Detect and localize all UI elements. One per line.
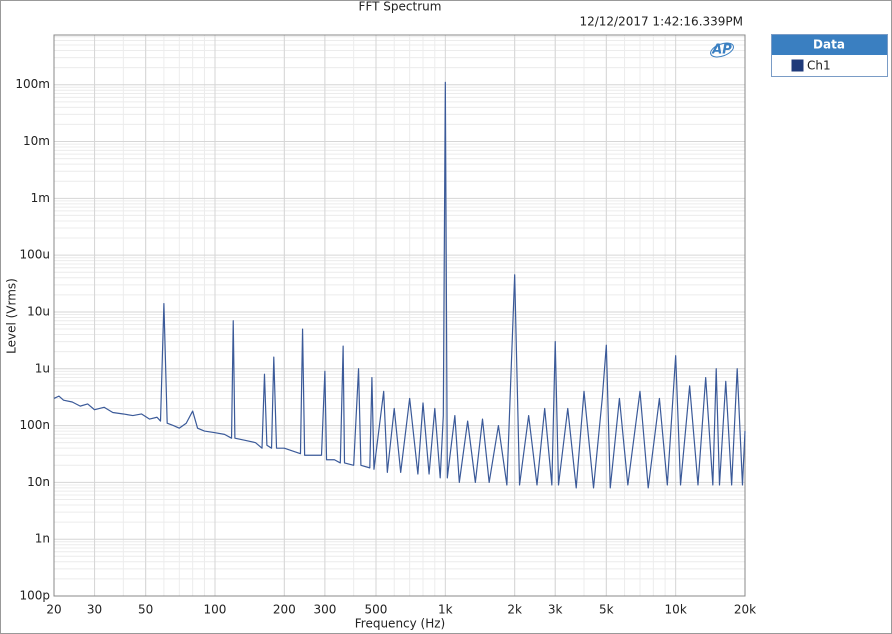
x-tick-label: 5k [599,603,614,617]
y-tick-label: 1n [35,532,50,546]
y-tick-label: 100p [19,589,50,603]
y-tick-label: 10m [23,134,50,148]
legend-header [772,35,887,55]
y-tick-label: 1m [31,191,50,205]
y-tick-label: 100u [19,248,50,262]
x-tick-label: 1k [438,603,453,617]
x-tick-label: 30 [87,603,102,617]
timestamp: 12/12/2017 1:42:16.339PM [579,15,743,29]
plot-area [53,34,746,597]
y-tick-label: 10u [27,304,50,318]
x-tick-label: 20 [46,603,61,617]
x-tick-label: 300 [313,603,336,617]
y-tick-label: 100m [15,77,50,91]
x-tick-label: 200 [273,603,296,617]
x-tick-label: 500 [365,603,388,617]
x-tick-label: 10k [665,603,687,617]
legend: Data Ch1 [771,34,888,77]
x-axis-label: Frequency (Hz) [355,617,446,631]
y-tick-label: 1u [35,361,50,375]
legend-title: Data [813,38,845,52]
chart-title: FFT Spectrum [359,0,442,14]
y-axis-label: Level (Vrms) [5,278,19,354]
series-line [53,81,746,489]
y-tick-label: 10n [27,475,50,489]
x-tick-label: 50 [138,603,153,617]
y-tick-label: 100n [19,418,50,432]
logo-ring [710,42,734,58]
logo: AP [711,43,732,58]
x-tick-label: 100 [204,603,227,617]
x-tick-label: 3k [548,603,563,617]
legend-entry: Ch1 [807,59,831,73]
legend-swatch [791,59,804,72]
x-tick-label: 20k [734,603,756,617]
x-tick-label: 2k [507,603,522,617]
